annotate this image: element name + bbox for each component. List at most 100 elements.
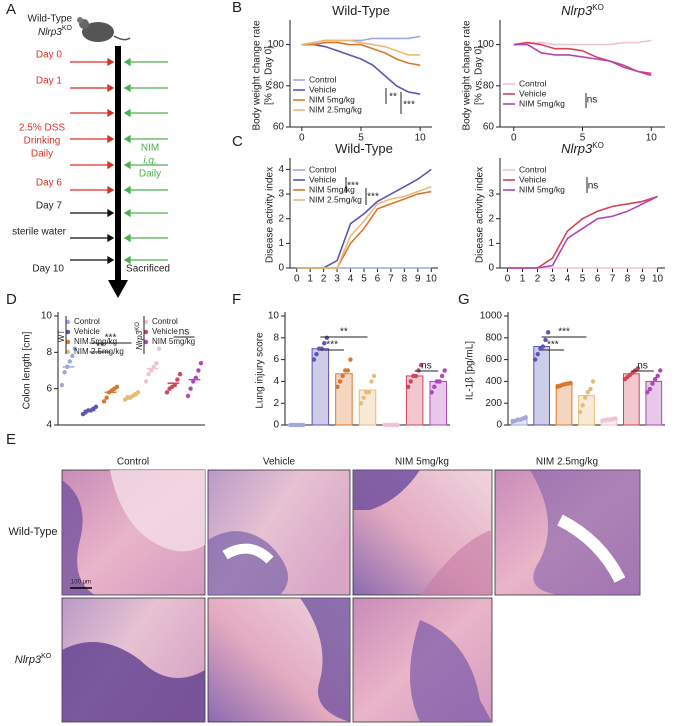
- strain-ko-label: Nlrp3KO: [38, 25, 73, 37]
- legend-label: NIM 2.5mg/kg: [309, 104, 362, 114]
- legend-dot: [143, 329, 149, 335]
- data-point: [408, 379, 413, 384]
- legend-label: Control: [309, 74, 337, 84]
- data-point: [583, 395, 588, 400]
- y-tick-label: 3: [488, 189, 494, 200]
- legend-dot: [65, 319, 71, 325]
- data-point: [535, 351, 540, 357]
- group-label-text: WT: [57, 330, 66, 343]
- group-label: WT: [57, 330, 66, 343]
- data-point: [361, 395, 366, 400]
- micrographs: [61, 469, 641, 723]
- data-point: [65, 364, 70, 370]
- y-tick-label: 3: [278, 189, 284, 200]
- bar: [405, 375, 424, 426]
- data-point: [62, 370, 67, 375]
- series-line: [513, 41, 652, 75]
- x-tick-label: 8: [625, 274, 631, 285]
- data-point: [322, 341, 327, 346]
- row-label-ko: Nlrp3: [15, 654, 42, 666]
- x-tick-label: 5: [580, 274, 586, 285]
- title-text: Wild-Type: [332, 3, 390, 18]
- x-tick-label: 10: [426, 274, 438, 285]
- data-point: [196, 368, 201, 373]
- row-label: Wild-Type: [9, 526, 58, 538]
- strain-ko: Nlrp3: [38, 27, 62, 38]
- strain-ko-sup: KO: [62, 25, 73, 32]
- legend-label: NIM 5mg/kg: [74, 337, 117, 346]
- y-tick-label: 8: [273, 332, 279, 343]
- data-point: [104, 395, 109, 400]
- data-point: [429, 390, 434, 395]
- legend-label: NIM 5mg/kg: [309, 184, 355, 194]
- data-point: [405, 384, 411, 390]
- panel-letter: C: [232, 133, 243, 150]
- annotation: ns: [637, 361, 648, 372]
- data-point: [523, 415, 528, 420]
- data-point: [366, 390, 371, 395]
- data-point: [175, 377, 180, 382]
- legend-label: NIM 5mg/kg: [519, 98, 565, 108]
- y-axis-label: IL-1β [pg/mL]: [465, 341, 476, 400]
- y-tick-label: 600: [485, 354, 502, 365]
- annotation: ***: [403, 100, 415, 111]
- chart-title: Nlrp3KO: [561, 141, 604, 157]
- data-point: [67, 359, 73, 364]
- series-line: [301, 39, 421, 56]
- annotation: ***: [547, 340, 559, 351]
- title-text: Wild-Type: [335, 141, 393, 156]
- legend-label: Control: [74, 317, 100, 326]
- bar: [555, 384, 573, 426]
- x-tick-label: 3: [334, 274, 340, 285]
- legend-dot: [143, 319, 149, 325]
- legend-label: Vehicle: [519, 174, 547, 184]
- legend-dot: [65, 349, 71, 355]
- y-tick-label: 0: [273, 420, 279, 431]
- group-label: Nlrp3KO: [135, 322, 145, 350]
- title-text: Nlrp3: [561, 141, 593, 156]
- y-tick-label: 4: [278, 164, 284, 175]
- y-axis-label: [% vs. Day 0]: [474, 46, 485, 105]
- legend-dot: [65, 339, 71, 345]
- y-tick-label: 100: [267, 39, 284, 50]
- y-tick-label: 4: [273, 376, 279, 387]
- annotation: **: [96, 342, 104, 353]
- chart-title: Wild-Type: [335, 141, 393, 156]
- data-point: [439, 373, 445, 379]
- x-tick-label: 7: [610, 274, 616, 285]
- timeline-head: [108, 280, 128, 298]
- data-point: [645, 390, 650, 395]
- column-label: Vehicle: [263, 457, 296, 468]
- title-superscript: KO: [592, 141, 604, 150]
- data-point: [658, 368, 663, 373]
- x-tick-label: 10: [415, 133, 427, 144]
- y-axis-label: [% vs. Day 0]: [264, 46, 275, 105]
- schematic: A Wild-Type Nlrp3KO: [6, 1, 170, 298]
- y-tick-label: 0: [488, 263, 494, 274]
- x-tick-label: 0: [299, 133, 305, 144]
- series-line: [301, 43, 421, 95]
- y-axis-label: Lung injury score: [255, 332, 266, 409]
- data-point: [164, 390, 170, 395]
- y-tick-label: 8: [46, 347, 52, 358]
- chart: G IL-1β [pg/mL] 0 200 400 600 800 1000 *** *** ns: [458, 291, 665, 431]
- data-point: [177, 371, 183, 377]
- y-axis-label: Disease activity index: [475, 167, 486, 263]
- chart-title: Wild-Type: [332, 3, 390, 18]
- y-axis-label: Body weight change rate: [462, 20, 473, 131]
- step: Day 10: [32, 264, 64, 275]
- data-point: [568, 380, 573, 386]
- x-tick-label: 9: [415, 274, 421, 285]
- chart: F Lung injury score 0 2 4 6 8 10 ***** ns: [232, 291, 450, 431]
- x-tick-label: 2: [321, 274, 327, 285]
- row-label-sup: KO: [41, 653, 52, 660]
- annotation: **: [340, 327, 348, 338]
- legend-label: Control: [519, 164, 547, 174]
- step: 2.5% DSS: [19, 123, 65, 134]
- data-point: [442, 368, 447, 373]
- column-label: NIM 2.5mg/kg: [536, 457, 598, 468]
- data-point: [543, 337, 548, 343]
